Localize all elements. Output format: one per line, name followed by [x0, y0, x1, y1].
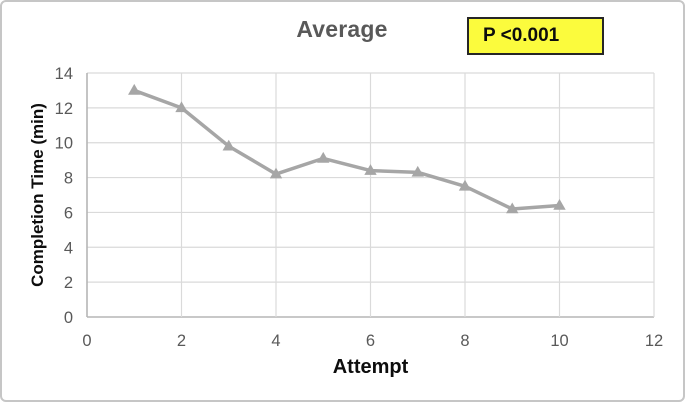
svg-text:2: 2 [64, 274, 73, 292]
svg-text:10: 10 [550, 332, 568, 350]
p-value-label: P <0.001 [483, 25, 560, 46]
x-axis-title: Attempt [332, 356, 409, 378]
svg-text:0: 0 [82, 332, 91, 350]
svg-text:6: 6 [64, 204, 73, 222]
svg-text:2: 2 [177, 332, 186, 350]
svg-text:4: 4 [64, 239, 73, 257]
svg-text:4: 4 [271, 332, 280, 350]
p-value-box: P <0.001 [467, 17, 604, 55]
svg-text:8: 8 [64, 170, 73, 188]
chart-title: Average [296, 16, 388, 42]
svg-text:8: 8 [460, 332, 469, 350]
svg-text:12: 12 [645, 332, 663, 350]
svg-text:10: 10 [55, 135, 73, 153]
svg-text:6: 6 [366, 332, 375, 350]
svg-text:12: 12 [55, 100, 73, 118]
svg-text:0: 0 [64, 309, 73, 327]
svg-text:14: 14 [55, 65, 73, 83]
